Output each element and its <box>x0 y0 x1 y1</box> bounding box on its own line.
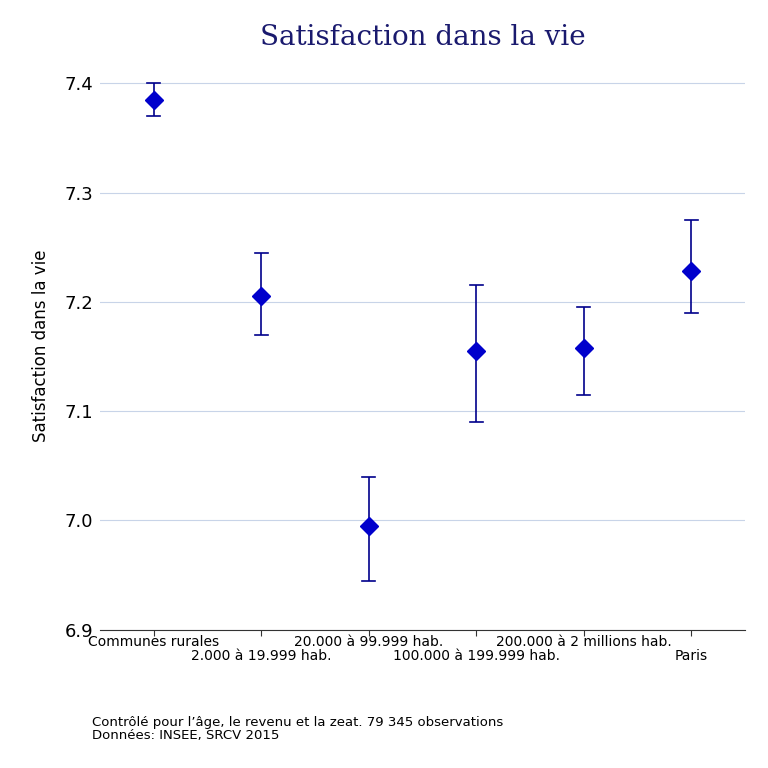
Text: Paris: Paris <box>674 650 708 664</box>
Text: 200.000 à 2 millions hab.: 200.000 à 2 millions hab. <box>496 635 671 649</box>
Text: Contrôlé pour l’âge, le revenu et la zeat. 79 345 observations: Contrôlé pour l’âge, le revenu et la zea… <box>92 716 503 729</box>
Y-axis label: Satisfaction dans la vie: Satisfaction dans la vie <box>32 250 50 442</box>
Text: 20.000 à 99.999 hab.: 20.000 à 99.999 hab. <box>294 635 443 649</box>
Text: 100.000 à 199.999 hab.: 100.000 à 199.999 hab. <box>392 650 560 664</box>
Text: Communes rurales: Communes rurales <box>88 635 219 649</box>
Title: Satisfaction dans la vie: Satisfaction dans la vie <box>260 24 585 51</box>
Text: 2.000 à 19.999 hab.: 2.000 à 19.999 hab. <box>191 650 331 664</box>
Text: Données: INSEE, SRCV 2015: Données: INSEE, SRCV 2015 <box>92 729 280 742</box>
